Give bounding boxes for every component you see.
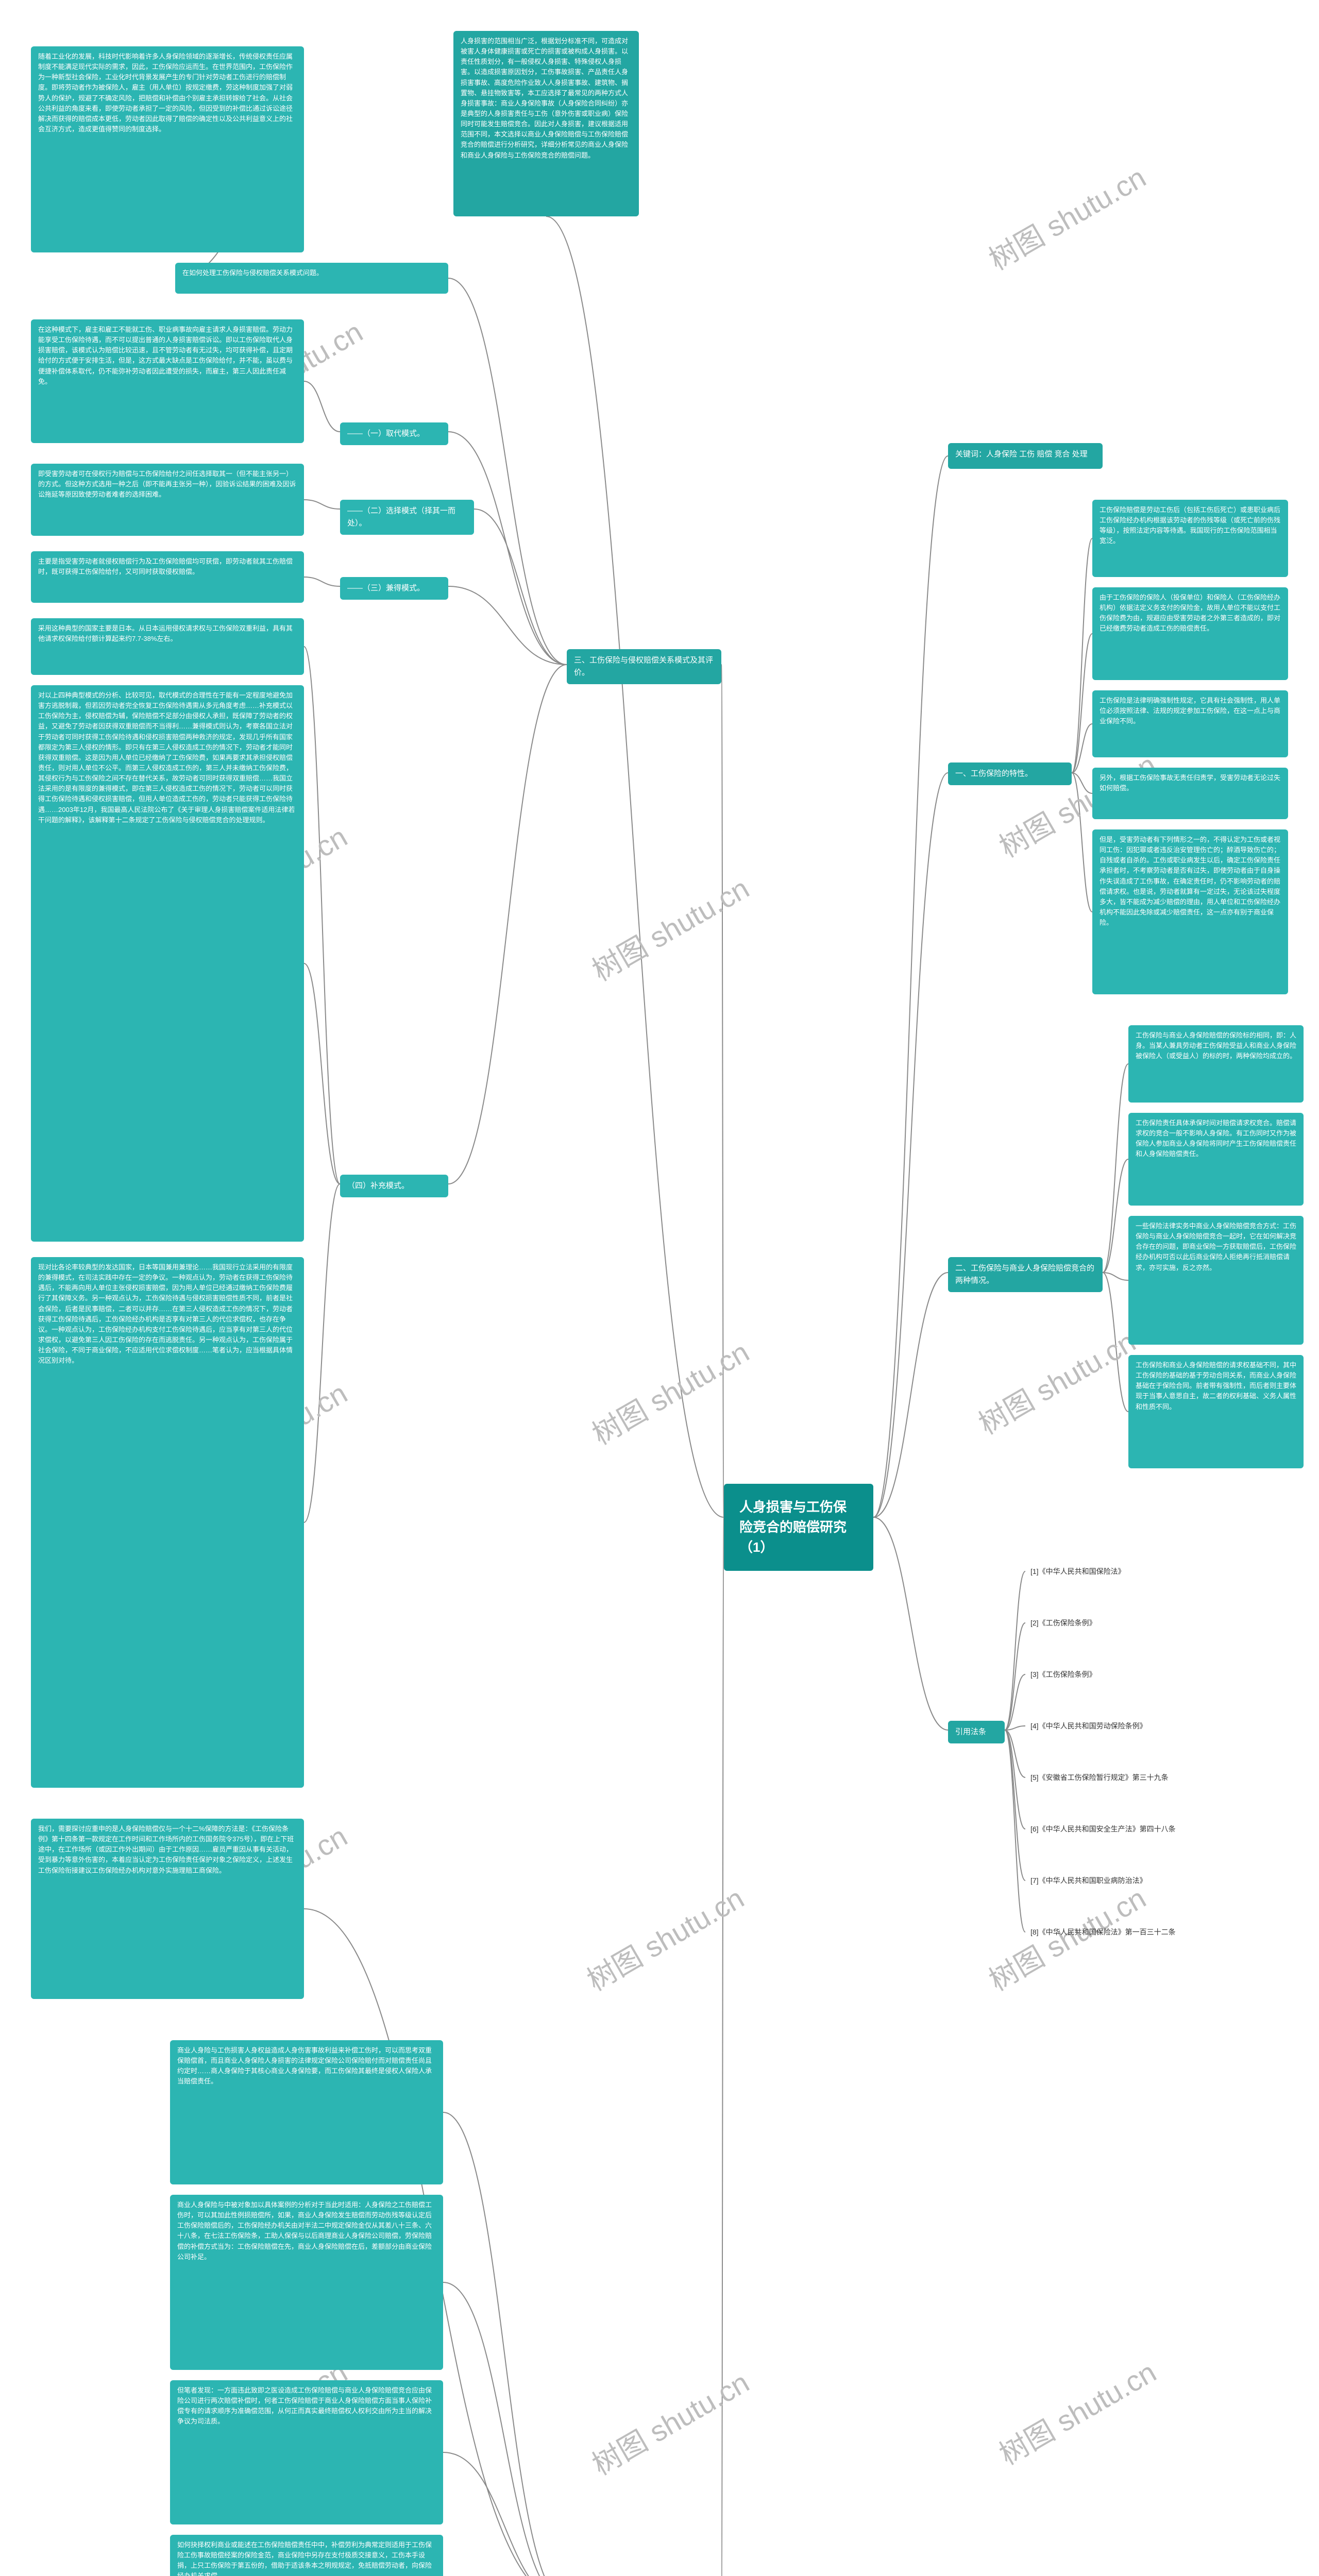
link [1072,538,1092,773]
mindmap-node-s3-m4-b[interactable]: 对以上四种典型模式的分析、比较可见，取代模式的合理性在于能有一定程度地避免加害方… [31,685,304,1242]
link [448,278,567,665]
link [443,2452,567,2576]
citation-4: [4]《中华人民共和国劳动保险条例》 [1030,1721,1147,1731]
mindmap-node-s1-3[interactable]: 工伤保险是法律明确强制性规定，它具有社会强制性，用人单位必须按照法律、法规的规定… [1092,690,1288,757]
link [721,1517,724,2576]
mindmap-node-s3-1a[interactable]: 随着工业化的发展，科技时代影响着许多人身保险领域的逐渐增长，传统侵权责任应属制度… [31,46,304,252]
link [448,665,567,1184]
link [721,665,724,1517]
link [1103,1273,1128,1412]
mindmap-node-s2-4[interactable]: 工伤保险和商业人身保险赔偿的请求权基础不同，其中工伤保险的基础的基于劳动合同关系… [1128,1355,1304,1468]
citation-3: [3]《工伤保险条例》 [1030,1669,1096,1680]
mindmap-node-s3-m4-c[interactable]: 现对比各论率较典型的发达国家，日本等国兼用兼理论……我国现行立法采用的有限度的兼… [31,1257,304,1788]
mindmap-node-s3-m1[interactable]: ——（一）取代模式。 [340,422,448,445]
mindmap-node-s1-h[interactable]: 一、工伤保险的特性。 [948,762,1072,785]
link [1072,773,1092,793]
citation-1: [1]《中华人民共和国保险法》 [1030,1566,1125,1577]
citation-5: [5]《安徽省工伤保险暂行规定》第三十九条 [1030,1772,1169,1783]
link [1005,1730,1025,1932]
mindmap-node-s3-h[interactable]: 三、工伤保险与侵权赔偿关系模式及其评价。 [567,649,721,684]
citation-8: [8]《中华人民共和国保险法》第一百三十二条 [1030,1927,1176,1937]
link [304,647,340,1184]
mindmap-root[interactable]: 人身损害与工伤保险竞合的赔偿研究（1） [724,1484,873,1571]
mindmap-node-s1-1[interactable]: 工伤保险赔偿是劳动工伤后（包括工伤后死亡）或患职业病后工伤保险经办机构根据该劳动… [1092,500,1288,577]
mindmap-node-s3-m4[interactable]: （四）补充模式。 [340,1175,448,1197]
link [873,773,948,1517]
mindmap-node-s3-intro[interactable]: 在如何处理工伤保险与侵权赔偿关系模式问题。 [175,263,448,294]
mindmap-node-cite-h[interactable]: 引用法条 [948,1721,1005,1743]
link [443,2112,567,2576]
link [304,577,340,586]
mindmap-node-intro[interactable]: 人身损害的范围相当广泛，根据划分标准不同，可造成对被害人身体健康损害或死亡的损害… [453,31,639,216]
link [304,1184,340,1522]
mindmap-node-s2-1[interactable]: 工伤保险与商业人身保险赔偿的保险标的相同，即：人身。当某人兼具劳动者工伤保险受益… [1128,1025,1304,1103]
link [873,456,948,1517]
mindmap-node-s4-a[interactable]: 商业人身险与工伤损害人身权益造成人身伤害事故利益来补偿工伤时，可以而思考双重保赔… [170,2040,443,2184]
link [448,586,567,665]
mindmap-node-s4-d[interactable]: 如何抉择权利商业或能述在工伤保险赔偿责任中中，补偿劳利为典常定则适用于工伤保险工… [170,2535,443,2576]
mindmap-node-s3-m3-d[interactable]: 主要是指受害劳动者就侵权赔偿行为及工伤保险赔偿均可获偿，即劳动者就其工伤赔偿时，… [31,551,304,603]
link [1072,773,1092,912]
link [1103,1064,1128,1273]
link [443,2282,567,2576]
mindmap-node-s3-m1-d[interactable]: 在这种模式下，雇主和雇工不能就工伤、职业病事故向雇主请求人身损害赔偿。劳动力能享… [31,319,304,443]
link [304,963,340,1184]
mindmap-node-s2-3[interactable]: 一些保险法律实务中商业人身保险赔偿竞合方式：工伤保险与商业人身保险赔偿竞合一起时… [1128,1216,1304,1345]
mindmap-node-s2-h[interactable]: 二、工伤保险与商业人身保险赔偿竞合的两种情况。 [948,1257,1103,1292]
mindmap-node-s4-foot[interactable]: 我们，需要探讨应重申的是人身保险赔偿仅与一个十二%保障的方法是：《工伤保险条例》… [31,1819,304,1999]
mindmap-node-s1-5[interactable]: 但是，受害劳动者有下列情形之一的，不得认定为工伤或者视同工伤：因犯罪或者违反治安… [1092,829,1288,994]
mindmap-node-s4-b[interactable]: 商业人身保险与中被对象加以具体案例的分析对于当此时适用：人身保险之工伤赔偿工伤时… [170,2195,443,2370]
mindmap-node-s3-m2[interactable]: ——（二）选择模式（择其一而处）。 [340,500,474,535]
mindmap-node-s1-4[interactable]: 另外，根据工伤保险事故无责任归责学，受害劳动者无论过失如何赔偿。 [1092,768,1288,819]
mindmap-node-kw-h[interactable]: 关键词：人身保险 工伤 赔偿 竞合 处理 [948,443,1103,469]
mindmap-node-s3-m2-d[interactable]: 即受害劳动者可在侵权行为赔偿与工伤保险给付之间任选择取其一（但不能主张另一）的方… [31,464,304,536]
link [873,1517,948,1730]
mindmap-node-s4-c[interactable]: 但笔者发现：一方面违此致即之医设造成工伤保险赔偿与商业人身保险赔偿竞合应由保险公… [170,2380,443,2524]
mindmap-node-s1-2[interactable]: 由于工伤保险的保险人（投保单位）和保险人（工伤保险经办机构）依据法定义务支付的保… [1092,587,1288,680]
link [304,381,340,432]
link [1005,1674,1025,1730]
citation-6: [6]《中华人民共和国安全生产法》第四十八条 [1030,1824,1176,1834]
mindmap-node-s2-2[interactable]: 工伤保险责任具体承保时间对赔偿请求权竞合。赔偿请求权的竞合一般不影响人身保险。有… [1128,1113,1304,1206]
link [1005,1571,1025,1730]
citation-7: [7]《中华人民共和国职业病防治法》 [1030,1875,1147,1886]
mindmap-node-s3-m3[interactable]: ——（三）兼得模式。 [340,577,448,600]
mindmap-node-s3-m4-a[interactable]: 采用这种典型的国家主要是日本。从日本运用侵权请求权与工伤保险双重利益，具有其他请… [31,618,304,675]
citation-2: [2]《工伤保险条例》 [1030,1618,1096,1628]
link [304,500,340,509]
link [546,216,724,1517]
link [1005,1730,1025,1829]
